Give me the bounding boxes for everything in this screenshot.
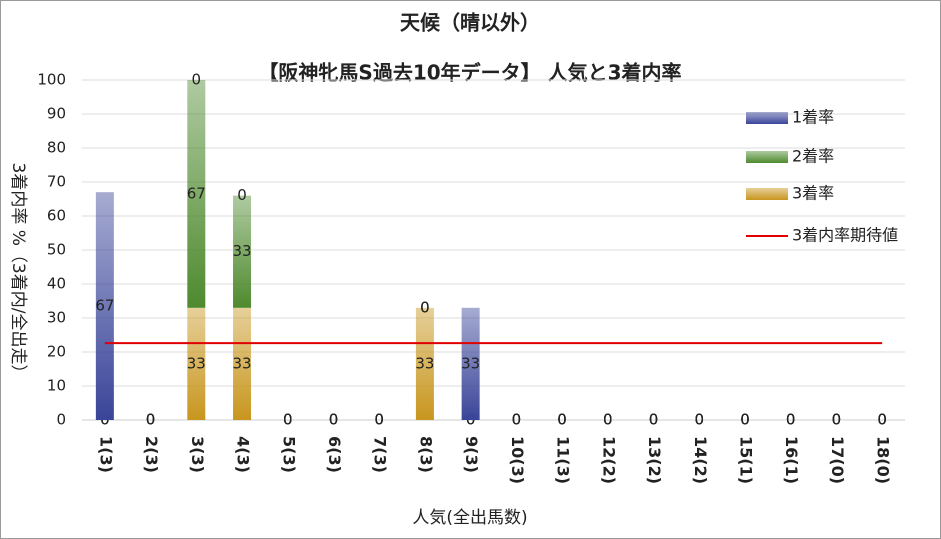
data-label: 0	[283, 411, 293, 429]
data-label: 0	[512, 411, 522, 429]
data-label: 33	[461, 354, 480, 372]
x-tick-label: 18(0)	[874, 436, 893, 484]
legend-label: 3着内率期待値	[792, 226, 898, 245]
data-label: 0	[877, 411, 887, 429]
y-tick-label: 30	[47, 309, 66, 327]
data-label: 33	[232, 242, 251, 260]
x-tick-label: 11(3)	[554, 436, 573, 484]
data-label: 0	[420, 298, 430, 316]
data-label: 0	[374, 411, 384, 429]
chart-title: 天候（晴以外）	[400, 11, 540, 35]
y-axis-label: 3着内率 %（3着内/全出走）	[8, 163, 28, 382]
y-tick-label: 60	[47, 207, 66, 225]
data-label: 0	[649, 411, 659, 429]
x-tick-label: 17(0)	[828, 436, 847, 484]
y-tick-label: 80	[47, 139, 66, 157]
data-label: 0	[557, 411, 567, 429]
data-label: 33	[415, 354, 434, 372]
legend-swatch	[746, 151, 788, 163]
legend-label: 3着率	[792, 184, 834, 203]
data-label: 0	[329, 411, 339, 429]
data-label: 0	[649, 411, 659, 429]
y-tick-label: 50	[47, 241, 66, 259]
data-label: 0	[146, 411, 156, 429]
x-tick-label: 16(1)	[782, 436, 801, 484]
data-label: 0	[420, 298, 430, 316]
legend-label: 1着率	[792, 108, 834, 127]
data-label: 67	[187, 184, 206, 202]
data-label: 0	[649, 411, 659, 429]
x-tick-label: 15(1)	[736, 436, 755, 484]
data-label: 33	[232, 354, 251, 372]
data-label: 0	[237, 186, 247, 204]
bar-segment	[187, 80, 206, 308]
data-label: 0	[603, 411, 613, 429]
legend-label: 2着率	[792, 147, 834, 166]
data-label: 0	[786, 411, 796, 429]
x-tick-label: 6(3)	[325, 436, 344, 473]
data-label: 0	[877, 411, 887, 429]
data-label: 0	[694, 411, 704, 429]
data-label: 0	[603, 411, 613, 429]
x-tick-label: 1(3)	[96, 436, 115, 473]
x-tick-label: 4(3)	[234, 436, 253, 473]
x-axis-label: 人気(全出馬数)	[412, 508, 527, 528]
y-tick-label: 100	[37, 71, 66, 89]
data-label: 0	[786, 411, 796, 429]
data-label: 0	[557, 411, 567, 429]
data-label: 0	[740, 411, 750, 429]
data-label: 0	[329, 411, 339, 429]
x-tick-label: 10(3)	[508, 436, 527, 484]
legend-swatch	[746, 112, 788, 124]
y-tick-label: 40	[47, 275, 66, 293]
data-label: 0	[740, 411, 750, 429]
data-label: 0	[877, 411, 887, 429]
x-tick-label: 14(2)	[691, 436, 710, 484]
data-label: 0	[694, 411, 704, 429]
data-label: 0	[283, 411, 293, 429]
data-label: 0	[283, 411, 293, 429]
bar-segment	[95, 192, 114, 420]
data-label: 0	[603, 411, 613, 429]
data-label: 0	[832, 411, 842, 429]
x-tick-label: 7(3)	[371, 436, 390, 473]
data-label: 0	[192, 71, 202, 89]
data-label: 0	[374, 411, 384, 429]
bar-segment	[415, 307, 434, 420]
data-label: 0	[786, 411, 796, 429]
data-label: 0	[374, 411, 384, 429]
y-tick-label: 90	[47, 105, 66, 123]
data-label: 0	[832, 411, 842, 429]
data-label: 0	[832, 411, 842, 429]
chart-subtitle: 【阪神牝馬S過去10年データ】 人気と3着内率	[258, 61, 681, 85]
x-tick-label: 9(3)	[462, 436, 481, 473]
x-tick-label: 8(3)	[416, 436, 435, 473]
y-tick-label: 10	[47, 377, 66, 395]
data-label: 0	[329, 411, 339, 429]
data-label: 67	[95, 297, 114, 315]
x-tick-label: 2(3)	[142, 436, 161, 473]
x-tick-label: 3(3)	[188, 436, 207, 473]
data-label: 0	[146, 411, 156, 429]
data-label: 33	[187, 354, 206, 372]
data-label: 0	[740, 411, 750, 429]
data-label: 0	[146, 411, 156, 429]
x-tick-label: 13(2)	[645, 436, 664, 484]
data-label: 0	[557, 411, 567, 429]
data-label: 0	[512, 411, 522, 429]
y-tick-label: 20	[47, 343, 66, 361]
bar-segment	[233, 195, 252, 308]
data-label: 0	[512, 411, 522, 429]
legend-swatch	[746, 188, 788, 200]
bar-segment	[187, 307, 206, 420]
data-label: 0	[694, 411, 704, 429]
x-tick-label: 5(3)	[279, 436, 298, 473]
y-tick-label: 0	[56, 411, 66, 429]
bar-segment	[461, 307, 480, 420]
bar-segment	[233, 307, 252, 420]
x-tick-label: 12(2)	[599, 436, 618, 484]
y-tick-label: 70	[47, 173, 66, 191]
